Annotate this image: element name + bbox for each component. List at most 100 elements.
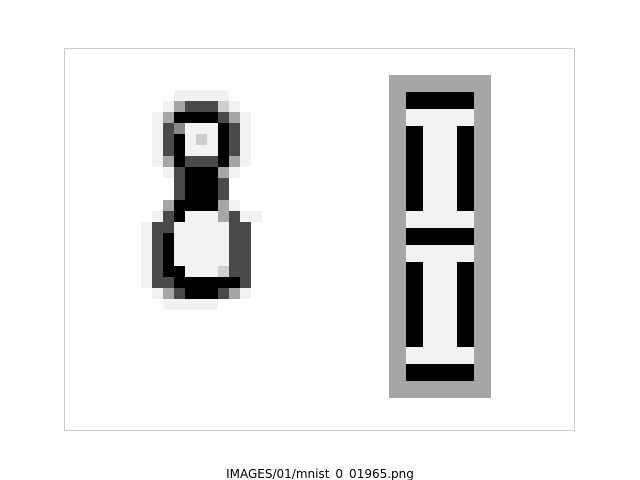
pixel	[163, 288, 174, 299]
pixel	[152, 211, 163, 222]
pixel	[240, 211, 251, 222]
pixel	[218, 156, 229, 167]
pixel	[240, 145, 251, 156]
pixel	[423, 160, 440, 177]
pixel	[185, 167, 196, 178]
pixel	[196, 288, 207, 299]
pixel	[406, 296, 423, 313]
pixel	[389, 245, 406, 262]
pixel	[389, 143, 406, 160]
pixel	[185, 288, 196, 299]
pixel	[218, 266, 229, 277]
pixel	[152, 266, 163, 277]
pixel	[218, 277, 229, 288]
pixel	[229, 233, 240, 244]
pixel	[196, 200, 207, 211]
pixel	[440, 228, 457, 245]
pixel	[152, 277, 163, 288]
pixel	[141, 222, 152, 233]
pixel	[406, 143, 423, 160]
pixel	[196, 255, 207, 266]
pixel	[406, 92, 423, 109]
pixel	[423, 313, 440, 330]
pixel	[457, 109, 474, 126]
pixel	[406, 160, 423, 177]
image-caption: IMAGES/01/mnist_0_01965.png	[226, 467, 414, 480]
pixel	[152, 145, 163, 156]
pixel	[174, 233, 185, 244]
pixel	[185, 123, 196, 134]
pixel	[163, 112, 174, 123]
pixel	[163, 167, 174, 178]
pixel	[474, 364, 491, 381]
seven-segment-digit-image	[389, 75, 491, 398]
pixel	[457, 262, 474, 279]
pixel	[196, 134, 207, 145]
pixel	[218, 200, 229, 211]
pixel	[457, 381, 474, 398]
pixel	[141, 255, 152, 266]
pixel	[423, 92, 440, 109]
pixel	[218, 222, 229, 233]
pixel	[163, 222, 174, 233]
pixel	[240, 134, 251, 145]
pixel	[474, 109, 491, 126]
pixel	[174, 123, 185, 134]
pixel	[229, 167, 240, 178]
pixel	[389, 75, 406, 92]
pixel	[174, 244, 185, 255]
pixel	[196, 112, 207, 123]
pixel	[185, 178, 196, 189]
pixel	[218, 211, 229, 222]
pixel	[440, 211, 457, 228]
pixel	[207, 123, 218, 134]
pixel	[240, 112, 251, 123]
pixel	[163, 244, 174, 255]
pixel	[229, 145, 240, 156]
pixel	[423, 211, 440, 228]
pixel	[406, 330, 423, 347]
pixel	[440, 194, 457, 211]
pixel	[207, 266, 218, 277]
pixel	[207, 222, 218, 233]
pixel	[152, 233, 163, 244]
pixel	[218, 112, 229, 123]
pixel	[174, 277, 185, 288]
pixel	[423, 364, 440, 381]
pixel	[240, 233, 251, 244]
pixel	[218, 90, 229, 101]
pixel	[185, 145, 196, 156]
pixel	[196, 233, 207, 244]
pixel	[229, 244, 240, 255]
pixel	[389, 177, 406, 194]
pixel	[207, 233, 218, 244]
pixel	[196, 145, 207, 156]
pixel	[174, 90, 185, 101]
pixel	[457, 143, 474, 160]
pixel	[185, 189, 196, 200]
pixel	[474, 296, 491, 313]
pixel	[406, 279, 423, 296]
pixel	[229, 112, 240, 123]
pixel	[218, 101, 229, 112]
pixel	[229, 255, 240, 266]
pixel	[174, 134, 185, 145]
pixel	[406, 364, 423, 381]
pixel	[440, 313, 457, 330]
pixel	[218, 255, 229, 266]
pixel	[207, 134, 218, 145]
pixel	[174, 156, 185, 167]
pixel	[174, 178, 185, 189]
pixel	[152, 222, 163, 233]
pixel	[218, 145, 229, 156]
pixel	[240, 288, 251, 299]
pixel	[152, 123, 163, 134]
pixel	[457, 75, 474, 92]
pixel	[229, 211, 240, 222]
pixel	[474, 245, 491, 262]
pixel	[423, 194, 440, 211]
pixel	[196, 211, 207, 222]
pixel	[440, 296, 457, 313]
pixel	[389, 330, 406, 347]
pixel	[474, 92, 491, 109]
